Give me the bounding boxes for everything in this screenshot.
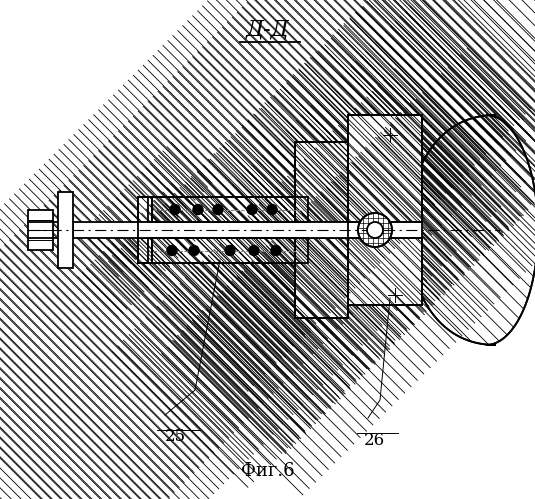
Circle shape: [367, 222, 383, 238]
Circle shape: [225, 246, 235, 255]
Bar: [138, 238, 152, 263]
Bar: [295, 238, 348, 318]
Bar: [148, 197, 308, 222]
Bar: [148, 197, 308, 222]
Bar: [295, 238, 348, 318]
Circle shape: [193, 205, 203, 215]
Text: 26: 26: [363, 432, 385, 449]
Circle shape: [170, 205, 180, 215]
Polygon shape: [408, 115, 535, 345]
Bar: [348, 115, 422, 222]
Circle shape: [267, 205, 277, 215]
Bar: [295, 142, 348, 222]
Bar: [73, 222, 398, 238]
Bar: [348, 238, 422, 305]
Circle shape: [189, 246, 199, 255]
Bar: [295, 142, 348, 222]
Bar: [148, 238, 308, 263]
Circle shape: [167, 246, 177, 255]
Bar: [28, 210, 53, 250]
Circle shape: [249, 246, 259, 255]
Circle shape: [271, 246, 281, 255]
Circle shape: [213, 205, 223, 215]
Bar: [348, 238, 422, 305]
Bar: [348, 115, 422, 222]
Circle shape: [247, 205, 257, 215]
Circle shape: [358, 213, 392, 247]
Bar: [138, 197, 152, 222]
Bar: [138, 238, 152, 263]
Text: Д-Д: Д-Д: [246, 18, 290, 40]
Circle shape: [358, 213, 392, 247]
Bar: [148, 238, 308, 263]
Bar: [138, 197, 152, 222]
Text: 25: 25: [164, 428, 186, 445]
Bar: [58, 192, 73, 268]
Bar: [348, 222, 422, 238]
Text: Фиг.6: Фиг.6: [241, 462, 295, 480]
